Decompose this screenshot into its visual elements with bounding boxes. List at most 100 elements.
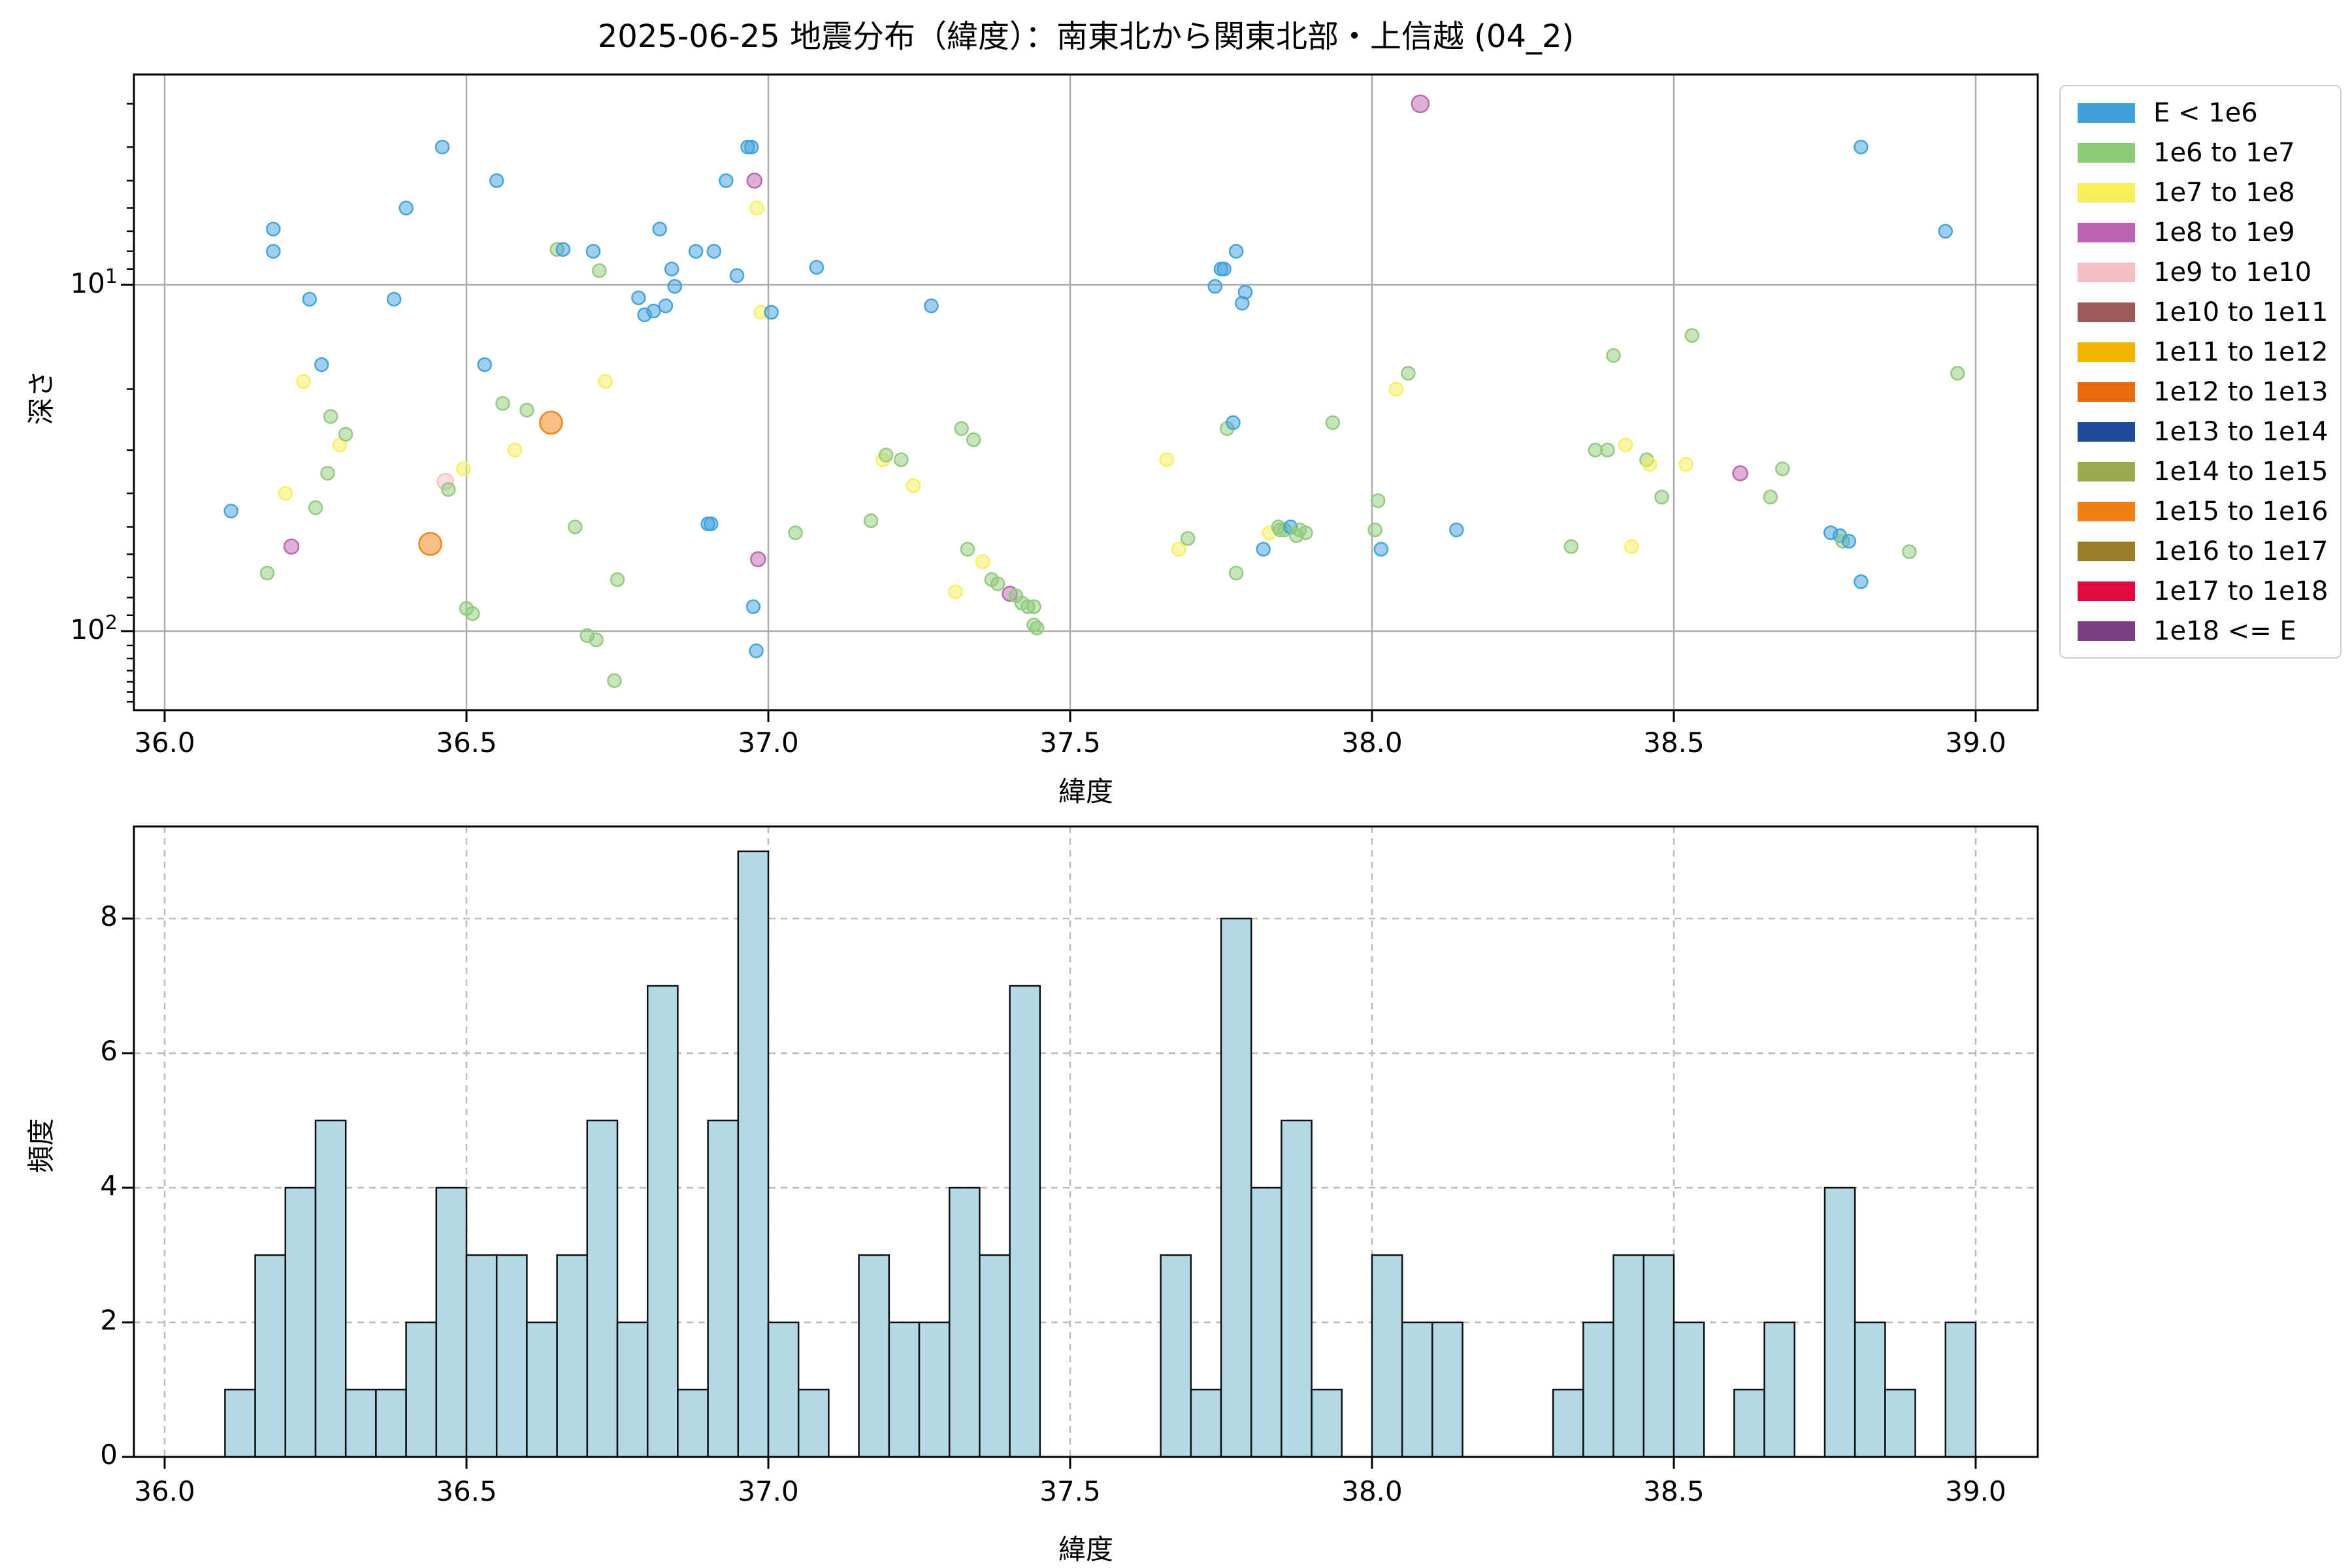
- scatter-point: [1763, 489, 1778, 505]
- scatter-point: [749, 201, 764, 216]
- hist-x-tick-label: 36.5: [436, 1475, 497, 1507]
- hist-bar: [1612, 1254, 1645, 1458]
- legend-box: E < 1e6 1e6 to 1e7 1e7 to 1e8 1e8 to 1e9 1e9…: [2059, 85, 2342, 659]
- scatter-point: [1449, 522, 1464, 538]
- legend-item-9: 1e14 to 1e15: [2061, 457, 2340, 487]
- scatter-point: [1237, 284, 1253, 300]
- scatter-point: [1684, 328, 1699, 343]
- hist-bar: [979, 1254, 1011, 1458]
- legend-label: 1e10 to 1e11: [2153, 297, 2328, 327]
- scatter-point: [688, 244, 704, 259]
- scatter-point: [1026, 599, 1041, 614]
- scatter-point: [585, 244, 601, 259]
- hist-bar: [465, 1254, 498, 1458]
- hist-bar: [526, 1321, 558, 1458]
- hist-bar: [1763, 1321, 1796, 1458]
- scatter-point: [1950, 366, 1965, 381]
- hist-bar: [1582, 1321, 1614, 1458]
- scatter-point: [1411, 94, 1430, 114]
- hist-y-tick-label: 2: [100, 1304, 118, 1336]
- hist-bar: [918, 1321, 951, 1458]
- scatter-point: [1226, 415, 1241, 431]
- scatter-point: [266, 221, 281, 237]
- scatter-point: [456, 461, 471, 476]
- exponent: 2: [105, 612, 118, 634]
- scatter-point: [652, 221, 667, 237]
- scatter-point: [1854, 574, 1869, 589]
- hist-bar: [1884, 1388, 1916, 1458]
- scatter-x-tick-label: 36.0: [134, 727, 195, 759]
- hist-bar: [1311, 1388, 1343, 1458]
- scatter-point: [555, 242, 571, 257]
- scatter-point: [658, 298, 674, 314]
- scatter-point: [1228, 565, 1244, 581]
- scatter-point: [1171, 542, 1186, 557]
- hist-bar: [797, 1388, 830, 1458]
- scatter-point: [1367, 522, 1382, 538]
- legend-item-12: 1e17 to 1e18: [2061, 576, 2340, 606]
- hist-bar: [1281, 1119, 1313, 1458]
- scatter-point: [809, 259, 825, 275]
- hist-bar: [1009, 985, 1041, 1458]
- scatter-point: [259, 565, 275, 581]
- scatter-point: [667, 279, 683, 294]
- scatter-point: [223, 503, 238, 519]
- scatter-point: [1854, 139, 1869, 155]
- hist-frame: [133, 825, 2039, 1458]
- scatter-point: [906, 478, 921, 493]
- scatter-point: [323, 409, 338, 424]
- legend-item-11: 1e16 to 1e17: [2061, 536, 2340, 566]
- legend-label: 1e16 to 1e17: [2153, 536, 2328, 566]
- scatter-y-axis-label: 深さ: [25, 370, 57, 425]
- legend-item-7: 1e12 to 1e13: [2061, 377, 2340, 407]
- scatter-point: [607, 673, 622, 689]
- scatter-x-tick-label: 39.0: [1945, 727, 2006, 759]
- legend-item-6: 1e11 to 1e12: [2061, 337, 2340, 367]
- scatter-point: [592, 263, 607, 278]
- legend-item-1: 1e6 to 1e7: [2061, 138, 2340, 168]
- scatter-point: [1902, 544, 1917, 559]
- hist-bar: [888, 1321, 921, 1458]
- legend-swatch: [2078, 501, 2135, 521]
- hist-bar: [1190, 1388, 1222, 1458]
- scatter-point: [863, 513, 879, 529]
- legend-item-2: 1e7 to 1e8: [2061, 178, 2340, 208]
- legend-item-4: 1e9 to 1e10: [2061, 257, 2340, 287]
- legend-label: E < 1e6: [2153, 97, 2258, 128]
- legend-swatch: [2078, 302, 2135, 322]
- scatter-point: [1373, 542, 1389, 557]
- scatter-point: [729, 268, 745, 284]
- hist-bar: [1401, 1321, 1433, 1458]
- scatter-point: [539, 410, 563, 435]
- legend-label: 1e14 to 1e15: [2153, 456, 2328, 487]
- hist-bar: [375, 1388, 407, 1458]
- hist-x-tick-label: 36.0: [134, 1475, 195, 1507]
- scatter-point: [1938, 223, 1953, 239]
- scatter-point: [1228, 244, 1244, 259]
- scatter-point: [746, 172, 762, 189]
- scatter-point: [1256, 542, 1271, 557]
- hist-bar: [646, 985, 679, 1458]
- scatter-point: [519, 402, 534, 417]
- legend-swatch: [2078, 461, 2135, 482]
- scatter-point: [465, 606, 480, 621]
- hist-bar: [1854, 1321, 1886, 1458]
- legend-label: 1e15 to 1e16: [2153, 496, 2328, 527]
- scatter-point: [703, 516, 719, 532]
- hist-bar: [1733, 1388, 1765, 1458]
- exponent: 1: [105, 265, 118, 288]
- scatter-point: [664, 261, 679, 276]
- hist-bar: [1250, 1186, 1282, 1458]
- legend-item-10: 1e15 to 1e16: [2061, 497, 2340, 527]
- scatter-point: [314, 357, 329, 372]
- scatter-point: [418, 532, 442, 556]
- scatter-point: [477, 357, 492, 372]
- scatter-point: [631, 290, 646, 306]
- scatter-point: [434, 139, 450, 155]
- scatter-point: [1325, 415, 1341, 431]
- legend-item-3: 1e8 to 1e9: [2061, 218, 2340, 248]
- hist-bar: [1371, 1254, 1403, 1458]
- scatter-point: [1298, 525, 1313, 540]
- scatter-point: [1654, 489, 1669, 505]
- scatter-point: [960, 542, 975, 557]
